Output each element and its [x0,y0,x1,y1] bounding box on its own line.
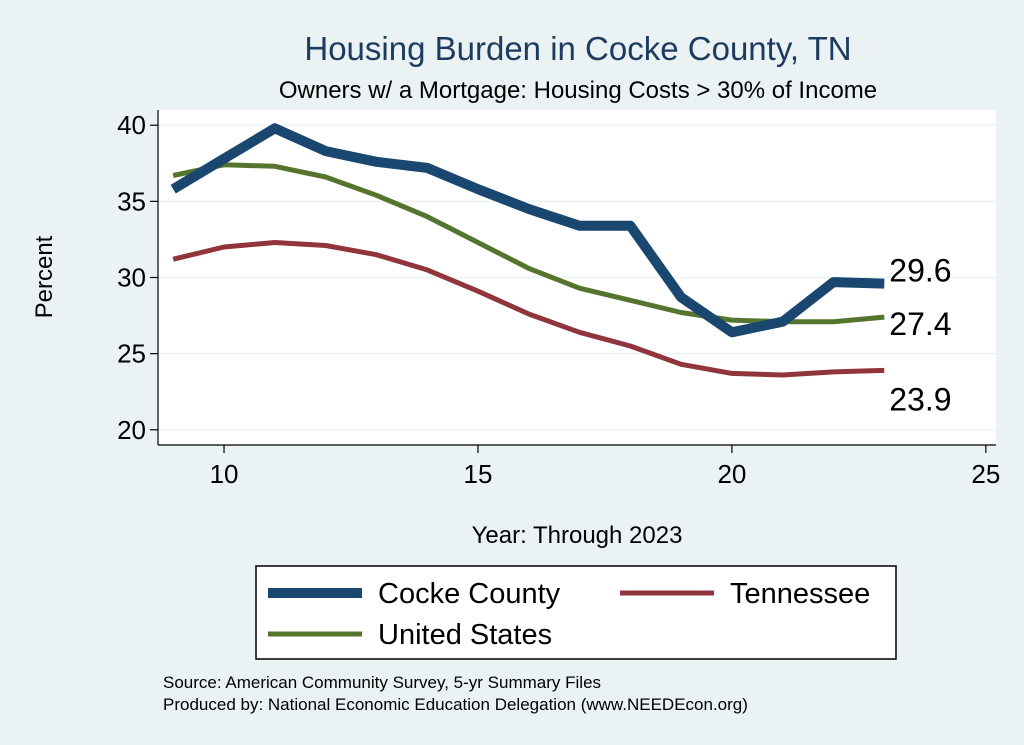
x-tick-label: 20 [717,459,746,489]
x-axis-label: Year: Through 2023 [472,522,683,549]
legend-box [255,565,897,660]
y-tick-label: 20 [117,415,146,445]
produced-by-note: Produced by: National Economic Education… [163,695,748,714]
x-tick-label: 15 [464,459,493,489]
end-label-cocke-county: 29.6 [889,253,951,289]
axes: 20 25 30 35 40 10 15 20 25 [117,110,1000,489]
source-note: Source: American Community Survey, 5-yr … [163,673,601,692]
series-line-tennessee [172,240,885,378]
end-label-united-states: 27.4 [889,306,951,342]
y-tick-label: 40 [117,110,146,140]
legend-label-united-states: United States [378,619,552,651]
legend: Cocke County Tennessee United States [255,565,897,660]
end-label-tennessee: 23.9 [889,381,951,417]
x-tick-label: 25 [971,459,1000,489]
series-line-cocke-county [170,123,885,338]
chart-subtitle: Owners w/ a Mortgage: Housing Costs > 30… [279,77,877,104]
end-labels: 29.6 23.9 27.4 [889,253,951,418]
y-tick-label: 25 [117,339,146,369]
y-tick-label: 35 [117,186,146,216]
series-lines [170,123,885,378]
y-axis-label: Percent [31,235,58,318]
x-tick-label: 10 [210,459,239,489]
legend-label-tennessee: Tennessee [730,578,870,610]
legend-label-cocke-county: Cocke County [378,578,561,610]
chart-title: Housing Burden in Cocke County, TN [304,30,851,67]
gridlines [158,124,996,431]
y-tick-label: 30 [117,263,146,293]
